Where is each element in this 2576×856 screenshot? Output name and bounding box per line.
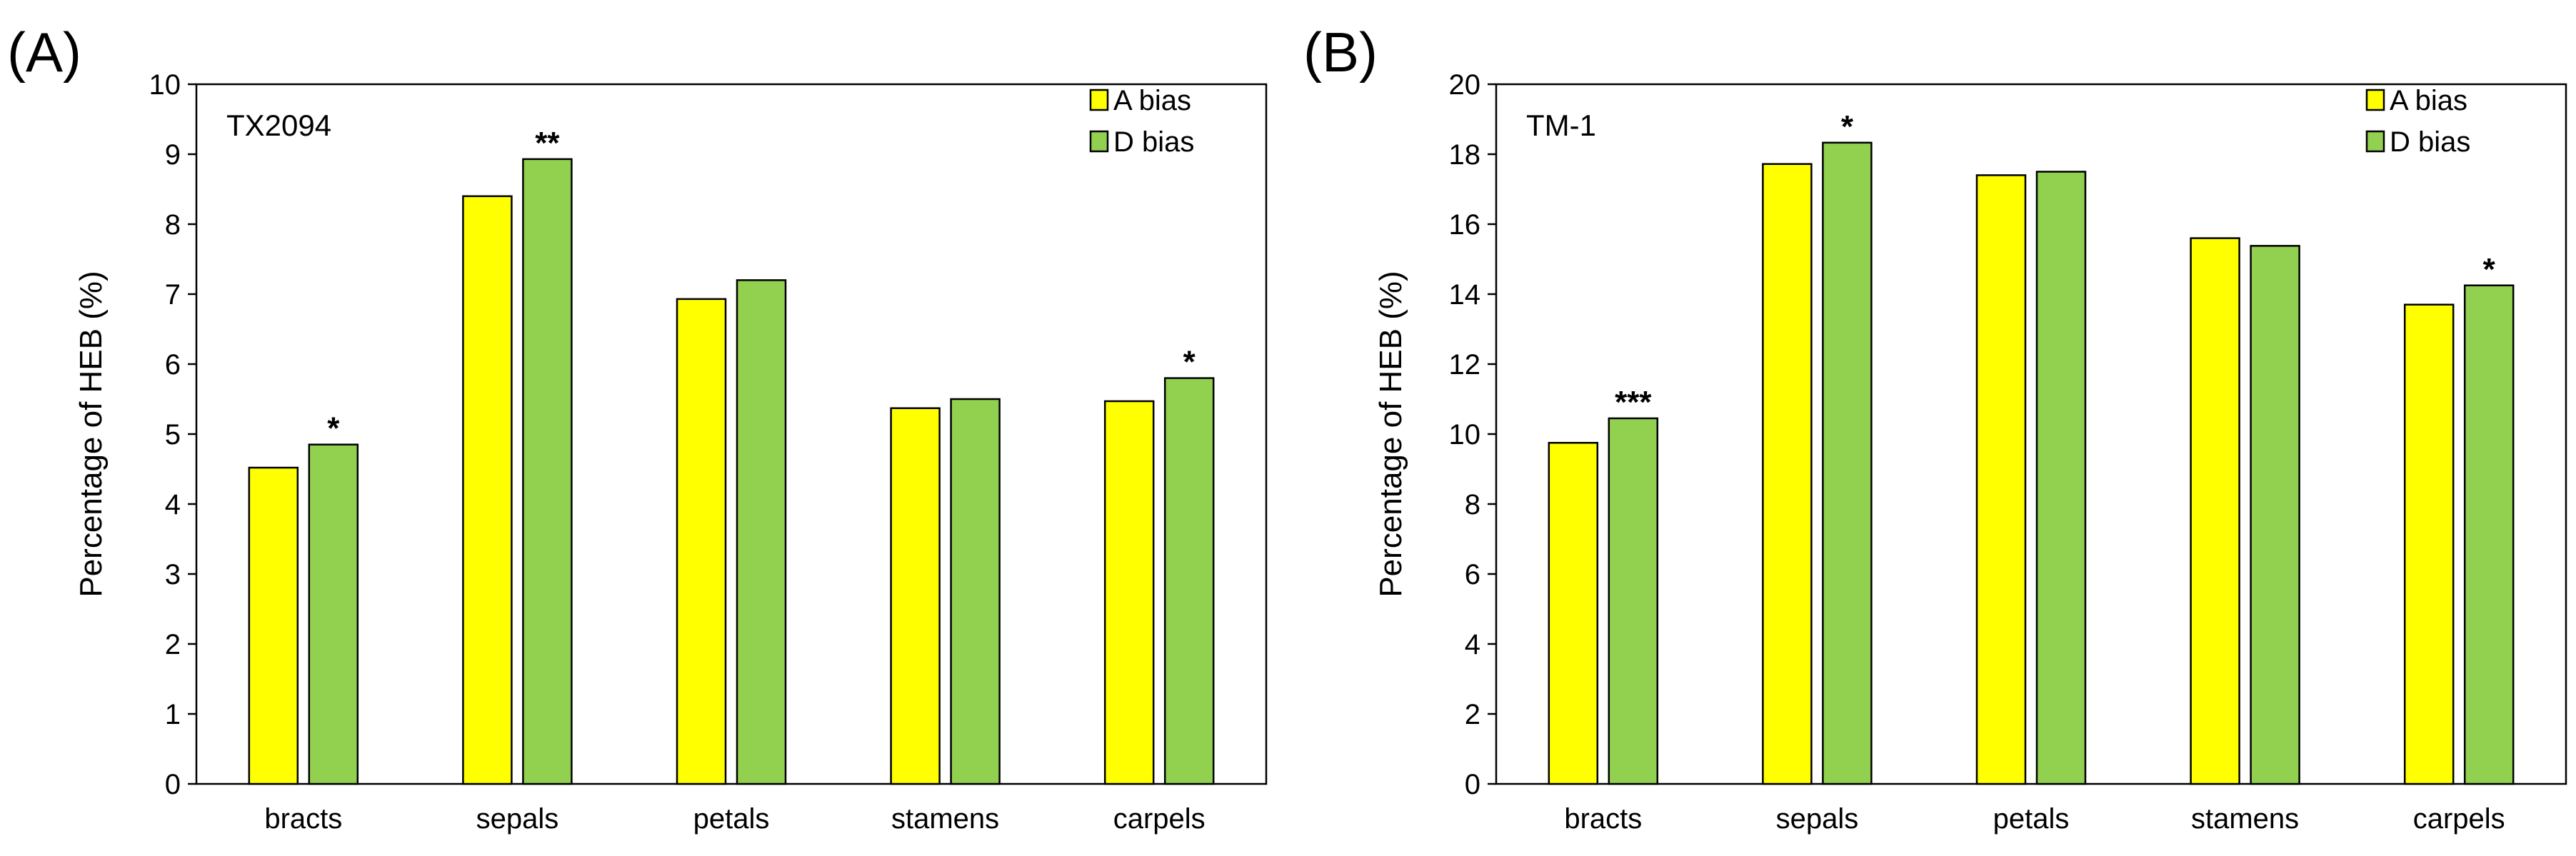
legend-label: A bias [2390, 85, 2467, 116]
y-tick-label: 4 [165, 489, 181, 520]
bar-a-bias-petals [1975, 174, 2027, 785]
legend-label: D bias [2390, 126, 2470, 158]
x-tick-label: bracts [1564, 803, 1642, 835]
legend-label: D bias [1113, 126, 1194, 158]
x-tick-label: stamens [2191, 803, 2299, 835]
y-tick-label: 3 [165, 559, 181, 590]
y-tick-label: 18 [1449, 139, 1481, 171]
bar-a-bias-petals [676, 298, 727, 785]
bar-a-bias-sepals [1762, 163, 1813, 785]
significance-annotation: * [1841, 109, 1854, 144]
bar-d-bias-petals [736, 279, 787, 785]
y-tick-label: 0 [1465, 769, 1480, 800]
y-tick-label: 8 [1465, 489, 1480, 520]
x-tick-label: carpels [2413, 803, 2505, 835]
bar-d-bias-sepals [1822, 141, 1873, 785]
bar-a-bias-carpels [1103, 400, 1155, 785]
x-tick-label: stamens [891, 803, 999, 835]
y-tick-label: 10 [1449, 419, 1481, 450]
y-tick-label: 16 [1449, 209, 1481, 241]
bar-a-bias-stamens [890, 407, 941, 785]
panel-label: (A) [7, 21, 81, 84]
x-tick-label: petals [1993, 803, 2070, 835]
y-axis-title: Percentage of HEB (%) [1373, 271, 1408, 597]
legend-label: A bias [1113, 85, 1191, 116]
y-tick-label: 20 [1449, 69, 1481, 101]
legend-swatch-d-bias [2365, 130, 2385, 153]
bar-a-bias-carpels [2403, 303, 2455, 785]
legend-swatch-a-bias [2365, 89, 2385, 111]
bar-d-bias-carpels [1163, 377, 1215, 785]
significance-annotation: * [327, 411, 340, 446]
y-tick-label: 1 [165, 699, 181, 730]
chart-title: TM-1 [1526, 109, 1596, 142]
bar-a-bias-bracts [1548, 442, 1599, 785]
significance-annotation: * [2483, 252, 2496, 287]
bar-d-bias-stamens [950, 398, 1001, 785]
x-tick-label: sepals [476, 803, 559, 835]
bar-a-bias-stamens [2190, 237, 2240, 785]
y-tick-label: 7 [165, 279, 181, 311]
y-tick-label: 12 [1449, 349, 1481, 381]
significance-annotation: * [1183, 345, 1196, 380]
y-axis-title: Percentage of HEB (%) [74, 271, 109, 597]
bar-a-bias-bracts [248, 466, 299, 785]
bar-d-bias-petals [2035, 171, 2087, 785]
bar-d-bias-bracts [1608, 417, 1659, 785]
x-tick-label: sepals [1776, 803, 1859, 835]
chart-title: TX2094 [226, 109, 331, 142]
y-tick-label: 10 [149, 69, 181, 101]
bar-d-bias-bracts [308, 443, 359, 785]
bar-d-bias-stamens [2250, 245, 2300, 785]
bar-d-bias-sepals [522, 158, 573, 785]
y-tick-label: 2 [165, 629, 181, 660]
chart-panel-b: (B) 0 2 4 6 8 10 12 14 16 18 20 Percentage of HEB (%… [1303, 21, 2567, 835]
y-tick-label: 0 [165, 769, 181, 800]
y-tick-label: 8 [165, 209, 181, 241]
y-tick-label: 2 [1465, 699, 1480, 730]
legend-swatch-d-bias [1089, 130, 1109, 153]
significance-annotation: ** [535, 126, 560, 161]
bar-a-bias-sepals [462, 195, 513, 785]
y-tick-label: 6 [1465, 559, 1480, 590]
x-tick-label: bracts [264, 803, 342, 835]
chart-panel-a: (A) 0 1 2 3 4 5 6 7 8 9 10 Percentage of HEB (%) TX20… [7, 21, 1268, 835]
bar-d-bias-carpels [2463, 284, 2515, 785]
y-tick-label: 9 [165, 139, 181, 171]
y-tick-label: 14 [1449, 279, 1481, 311]
legend-swatch-a-bias [1089, 89, 1109, 111]
x-tick-label: carpels [1113, 803, 1206, 835]
y-tick-label: 4 [1465, 629, 1480, 660]
y-tick-label: 6 [165, 349, 181, 381]
significance-annotation: *** [1615, 385, 1652, 420]
x-tick-label: petals [693, 803, 770, 835]
panel-label: (B) [1303, 21, 1378, 84]
y-tick-label: 5 [165, 419, 181, 450]
